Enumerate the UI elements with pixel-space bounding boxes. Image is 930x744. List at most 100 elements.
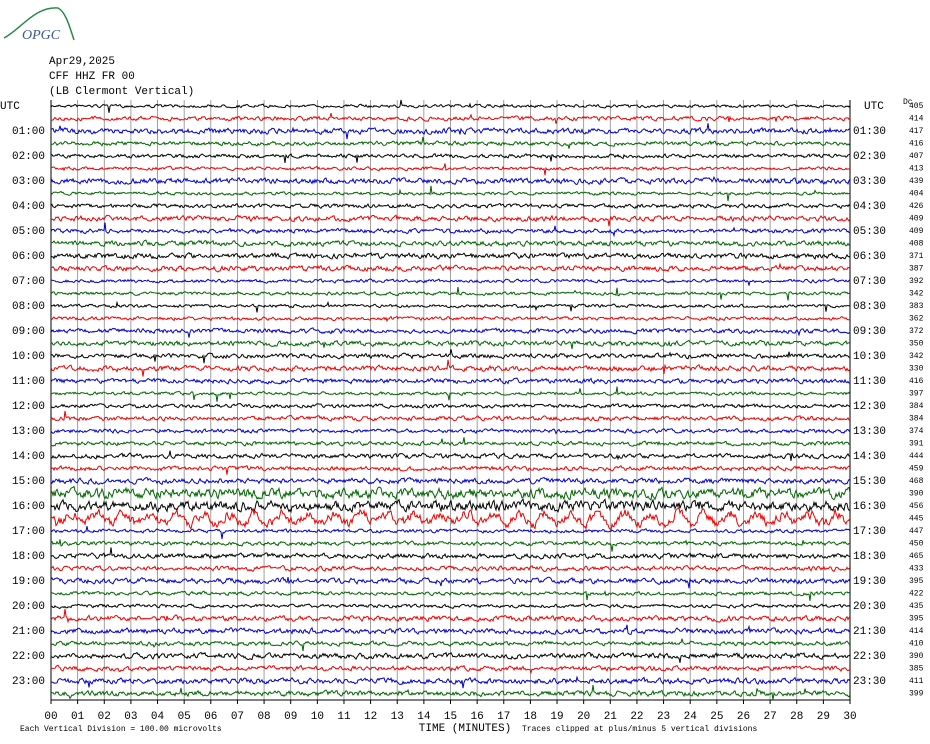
- trace: [50, 214, 851, 227]
- trace: [50, 339, 851, 350]
- trace-value: 374: [909, 427, 924, 436]
- trace-value: 416: [909, 377, 924, 386]
- half-hour-label: 10:30: [853, 351, 886, 363]
- trace: [50, 485, 851, 501]
- hour-label: 16:00: [12, 501, 45, 513]
- trace: [50, 624, 851, 636]
- trace: [50, 359, 851, 377]
- trace: [50, 476, 851, 486]
- trace: [50, 136, 851, 149]
- trace-value: 445: [909, 515, 924, 524]
- trace: [50, 153, 851, 163]
- trace: [51, 278, 851, 286]
- trace: [50, 239, 851, 248]
- scale-note: Each Vertical Division = 100.00 microvol…: [20, 725, 222, 734]
- trace: [50, 465, 851, 475]
- half-hour-label: 21:30: [853, 626, 886, 638]
- half-hour-label: 09:30: [853, 326, 886, 338]
- trace-value: 409: [909, 227, 924, 236]
- trace-value: 384: [909, 402, 924, 411]
- trace-value: 416: [909, 140, 924, 149]
- trace: [50, 349, 851, 364]
- trace-value: 414: [909, 627, 924, 636]
- trace-value: 395: [909, 615, 924, 624]
- trace-value: 405: [909, 102, 924, 111]
- trace-value: 426: [909, 202, 924, 211]
- x-tick-label: 02: [98, 711, 111, 723]
- hour-label: 19:00: [12, 576, 45, 588]
- trace-value: 399: [909, 690, 924, 699]
- trace-value: 410: [909, 640, 924, 649]
- x-tick-label: 27: [763, 711, 776, 723]
- logo-arc: [3, 7, 75, 41]
- half-hour-label: 16:30: [853, 501, 886, 513]
- x-tick-label: 08: [257, 711, 270, 723]
- trace: [50, 427, 851, 435]
- station: CFF HHZ FR 00: [49, 71, 135, 83]
- hour-label: 10:00: [12, 351, 45, 363]
- hour-label: 20:00: [12, 601, 45, 613]
- date: Apr29,2025: [49, 56, 115, 68]
- hour-label: 06:00: [12, 251, 45, 263]
- trace: [50, 377, 850, 385]
- x-tick-label: 21: [604, 711, 618, 723]
- half-hour-label: 17:30: [853, 526, 886, 538]
- clip-note: Traces clipped at plus/minus 5 vertical …: [522, 725, 757, 734]
- trace: [50, 327, 851, 338]
- half-hour-label: 18:30: [853, 551, 886, 563]
- trace-value: 435: [909, 602, 924, 611]
- x-tick-label: 12: [364, 711, 377, 723]
- trace-value: 371: [909, 252, 924, 261]
- trace-value: 342: [909, 352, 924, 361]
- x-tick-label: 11: [337, 711, 351, 723]
- trace: [50, 675, 851, 689]
- half-hour-label: 01:30: [853, 126, 886, 138]
- left-unit: UTC: [0, 101, 20, 113]
- trace-value: 342: [909, 290, 924, 299]
- x-tick-label: 10: [311, 711, 324, 723]
- half-hour-label: 22:30: [853, 651, 886, 663]
- half-hour-label: 14:30: [853, 451, 886, 463]
- trace: [50, 564, 851, 573]
- half-hour-label: 12:30: [853, 401, 886, 413]
- x-tick-label: 06: [204, 711, 217, 723]
- trace: [50, 608, 851, 624]
- hour-label: 14:00: [12, 451, 45, 463]
- trace: [50, 222, 851, 238]
- hour-label: 15:00: [12, 476, 45, 488]
- x-tick-label: 22: [630, 711, 643, 723]
- trace: [50, 664, 851, 675]
- trace-value: 422: [909, 590, 924, 599]
- trace: [50, 99, 851, 113]
- x-tick-label: 15: [444, 711, 457, 723]
- trace-value: 447: [909, 527, 924, 536]
- hour-label: 01:00: [12, 126, 45, 138]
- trace: [50, 590, 851, 601]
- hour-label: 07:00: [12, 276, 45, 288]
- hour-label: 12:00: [12, 401, 45, 413]
- trace-value: 387: [909, 265, 924, 274]
- trace: [50, 498, 851, 514]
- trace-value: 409: [909, 215, 924, 224]
- trace-value: 390: [909, 490, 924, 499]
- trace-value: 397: [909, 390, 924, 399]
- x-tick-label: 24: [684, 711, 698, 723]
- trace-value: 362: [909, 315, 924, 324]
- trace-value: 350: [909, 340, 924, 349]
- trace-value: 439: [909, 177, 924, 186]
- half-hour-label: 15:30: [853, 476, 886, 488]
- trace: [50, 300, 851, 313]
- trace: [50, 547, 851, 560]
- x-tick-label: 03: [124, 711, 137, 723]
- trace-value: 465: [909, 552, 924, 561]
- hour-label: 04:00: [12, 201, 45, 213]
- trace: [50, 262, 851, 273]
- trace-value: 417: [909, 127, 924, 136]
- trace: [50, 185, 851, 202]
- trace: [50, 202, 851, 210]
- trace-value: 404: [909, 190, 924, 199]
- hour-label: 11:00: [12, 376, 45, 388]
- trace: [50, 252, 851, 261]
- trace-value: 372: [909, 327, 924, 336]
